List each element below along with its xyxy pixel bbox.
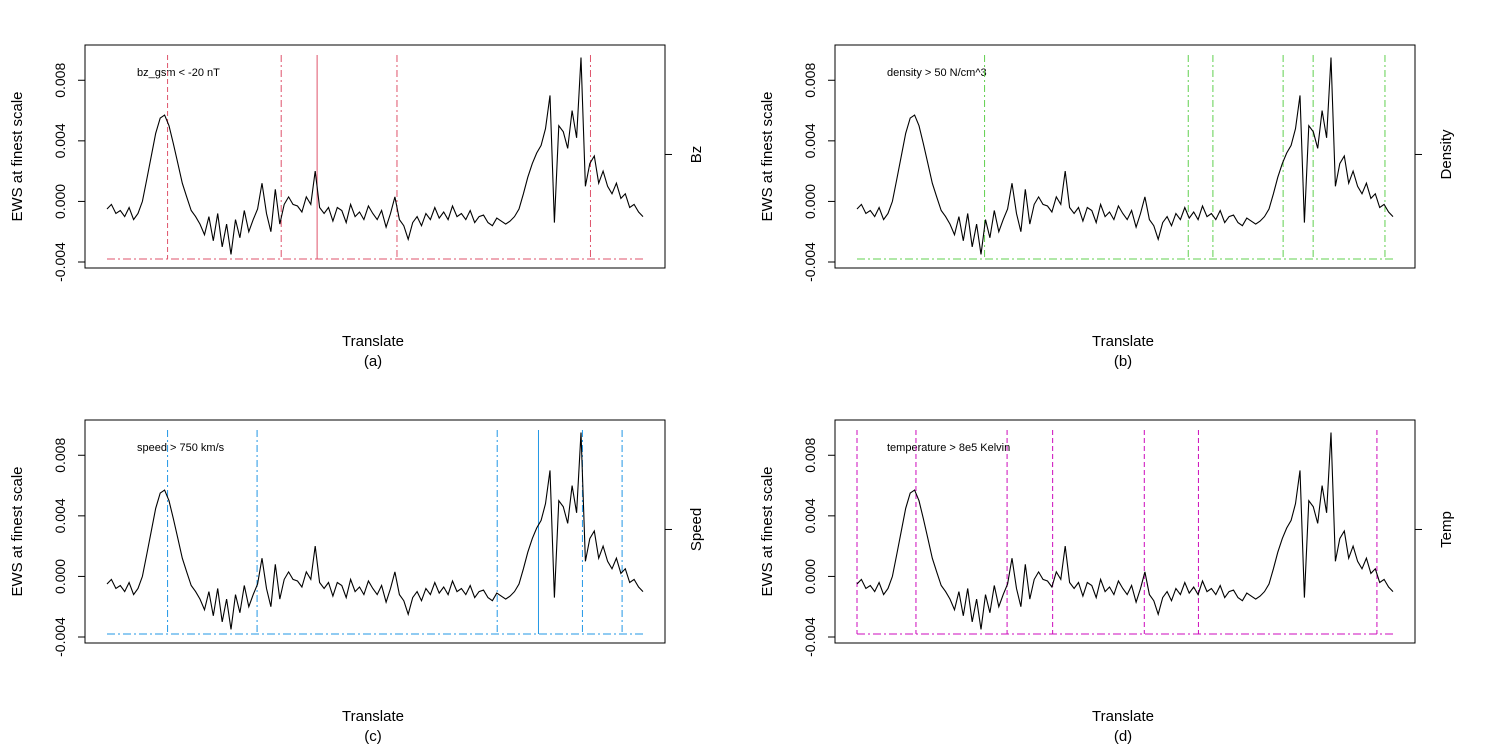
- plot-frame: [84, 419, 666, 644]
- plot-frame: [834, 419, 1416, 644]
- y-axis-label: EWS at finest scale: [759, 466, 776, 596]
- threshold-annotation: density > 50 N/cm^3: [887, 67, 987, 79]
- series-line-ews: [856, 57, 1394, 255]
- y-axis-label: EWS at finest scale: [9, 91, 26, 221]
- right-axis-label: Temp: [1438, 511, 1455, 548]
- x-axis-label: Translate: [342, 708, 404, 725]
- threshold-annotation: speed > 750 km/s: [137, 442, 225, 454]
- y-tick-label: 0.004: [52, 498, 68, 533]
- right-axis-label: Density: [1438, 129, 1455, 180]
- y-tick-label: -0.004: [802, 617, 818, 657]
- right-axis-label: Speed: [688, 508, 705, 551]
- y-tick-label: 0.000: [52, 184, 68, 219]
- y-tick-label: 0.000: [52, 559, 68, 594]
- y-axis-label: EWS at finest scale: [9, 466, 26, 596]
- panel-c: -0.004 0.000 0.004 0.008 EWS at finest scale…: [9, 419, 705, 745]
- plot-frame: [834, 44, 1416, 269]
- series-line-ews: [106, 57, 644, 255]
- y-tick-label: 0.004: [52, 123, 68, 158]
- x-axis-label: Translate: [1092, 333, 1154, 350]
- y-tick-label: -0.004: [52, 617, 68, 657]
- threshold-annotation: bz_gsm < -20 nT: [137, 67, 220, 79]
- y-tick-label: 0.008: [52, 438, 68, 473]
- series-line-ews: [856, 432, 1394, 630]
- plot-frame: [84, 44, 666, 269]
- panel-a: -0.004 0.000 0.004 0.008 EWS at finest scale…: [9, 44, 705, 370]
- panel-d: -0.004 0.000 0.004 0.008 EWS at finest scale…: [759, 419, 1455, 745]
- y-tick-label: 0.008: [802, 438, 818, 473]
- x-axis-label: Translate: [342, 333, 404, 350]
- y-tick-label: 0.008: [802, 63, 818, 98]
- right-axis-label: Bz: [688, 146, 705, 164]
- y-tick-label: 0.000: [802, 184, 818, 219]
- threshold-annotation: temperature > 8e5 Kelvin: [887, 442, 1010, 454]
- y-tick-label: 0.008: [52, 63, 68, 98]
- y-tick-label: 0.004: [802, 123, 818, 158]
- x-axis-label: Translate: [1092, 708, 1154, 725]
- y-tick-label: 0.004: [802, 498, 818, 533]
- panel-b: -0.004 0.000 0.004 0.008 EWS at finest scale…: [759, 44, 1455, 370]
- y-tick-label: -0.004: [802, 242, 818, 282]
- y-axis-label: EWS at finest scale: [759, 91, 776, 221]
- panel-label: (c): [364, 728, 382, 745]
- y-tick-label: -0.004: [52, 242, 68, 282]
- panel-label: (d): [1114, 728, 1132, 745]
- series-line-ews: [106, 432, 644, 630]
- panel-label: (b): [1114, 353, 1132, 370]
- y-tick-label: 0.000: [802, 559, 818, 594]
- panel-label: (a): [364, 353, 382, 370]
